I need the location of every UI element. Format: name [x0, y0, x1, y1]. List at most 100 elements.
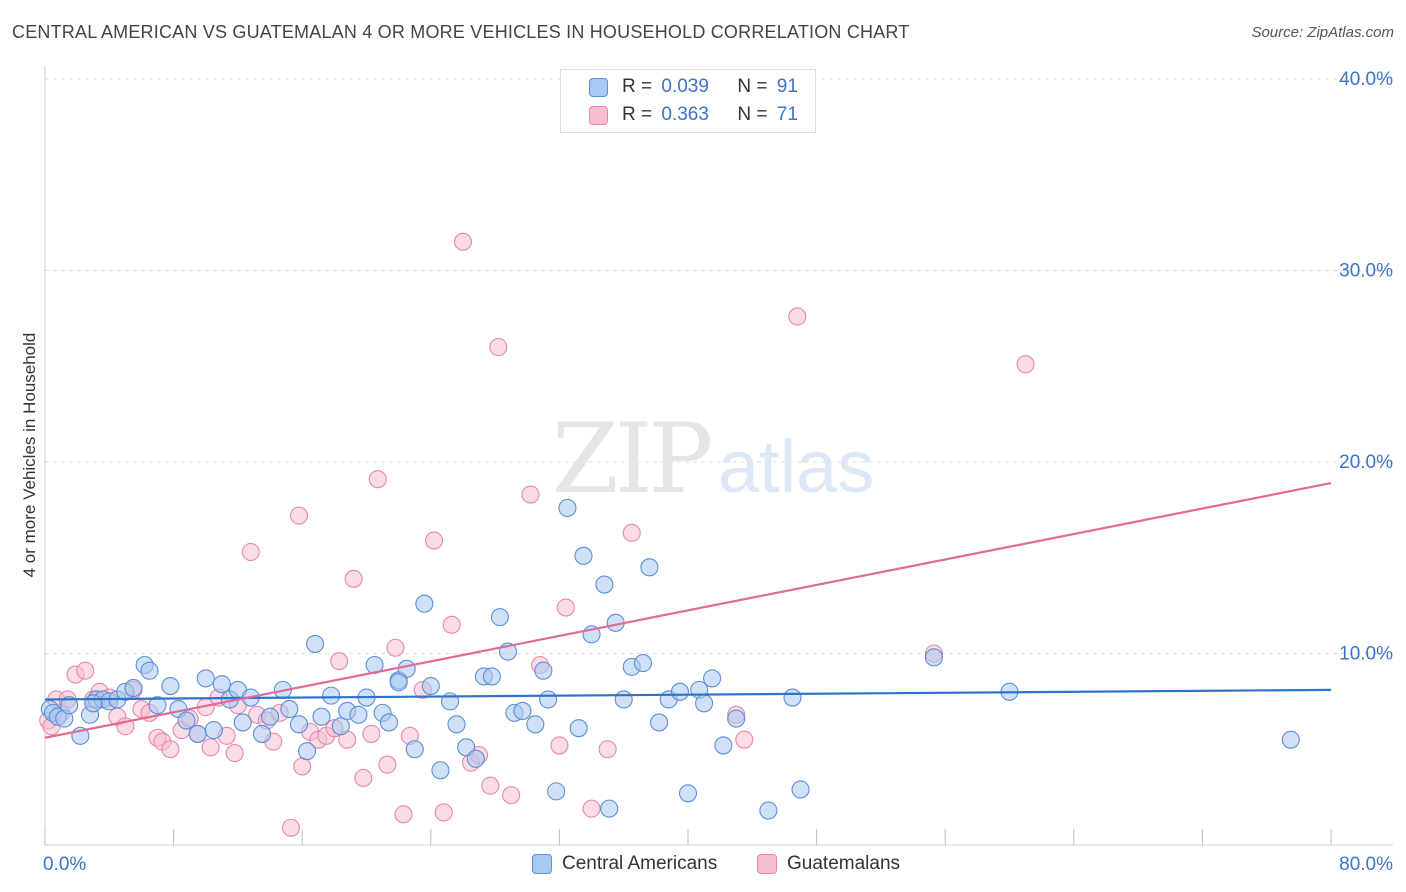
central-americans-point [569, 719, 588, 738]
guatemalans-point [201, 738, 220, 757]
trend-lines [44, 481, 1332, 739]
guatemalans-point [434, 803, 453, 822]
y-tick-label: 40.0% [1339, 69, 1393, 90]
tick-labels: 10.0% 20.0% 30.0% 40.0% 0.0% 80.0% [43, 69, 1393, 875]
bottom-legend-label: Central Americans [562, 853, 718, 874]
central-americans-point [513, 701, 532, 721]
central-americans-point [124, 678, 143, 698]
guatemalans-point [354, 768, 373, 788]
legend-n-label: N = [737, 104, 768, 125]
central-americans-point [415, 594, 434, 613]
central-americans-point [252, 724, 272, 743]
central-americans-point [204, 721, 223, 740]
central-americans-point [703, 669, 722, 688]
central-americans-point [539, 690, 558, 709]
grid-lines [45, 78, 1393, 654]
central-americans-point [177, 711, 196, 730]
central-americans-point [759, 801, 778, 820]
guatemalans-point [293, 757, 312, 776]
central-americans-point [595, 575, 614, 594]
guatemalans-point [788, 307, 807, 326]
central-americans-point [60, 696, 79, 715]
central-americans-point [695, 694, 714, 713]
guatemalans-point [378, 755, 397, 774]
central-americans-point [640, 558, 659, 577]
central-americans-point [379, 713, 399, 732]
guatemalans-point [521, 485, 540, 504]
watermark-zip: ZIP [552, 403, 711, 515]
central-americans-point [466, 749, 485, 768]
guatemalans-point [489, 338, 508, 357]
guatemalans-point [368, 470, 387, 489]
legend-n-label: N = [737, 76, 768, 97]
central-americans-point [727, 709, 746, 728]
y-tick-label: 20.0% [1339, 452, 1393, 473]
guatemalans-point [161, 740, 180, 759]
central-americans-point [558, 498, 577, 518]
guatemalans-point [442, 615, 461, 634]
watermark: ZIP atlas [552, 403, 874, 515]
guatemalans-point [735, 730, 754, 749]
legend-r-label: R = [622, 104, 653, 125]
central-americans-point [421, 677, 440, 696]
central-americans-point [297, 742, 317, 761]
central-americans-point [431, 761, 450, 780]
chart-title: CENTRAL AMERICAN VS GUATEMALAN 4 OR MORE… [12, 22, 910, 42]
guatemalans-point [289, 506, 309, 525]
central-americans-point [331, 717, 350, 736]
legend-n-value: 91 [776, 76, 798, 97]
guatemalans-point [241, 542, 260, 562]
central-americans-point [289, 715, 309, 734]
central-americans-point [783, 688, 802, 707]
legend-r-value: 0.363 [661, 104, 709, 125]
legend-swatch-blue [589, 77, 608, 97]
guatemalans-point [344, 569, 363, 588]
guatemalans-point [622, 523, 641, 542]
central-americans-point [482, 667, 501, 686]
source-label: Source: ZipAtlas.com [1251, 24, 1394, 41]
central-americans-point [260, 707, 280, 726]
central-americans-point [614, 690, 633, 709]
central-americans-point [574, 546, 593, 565]
central-americans-point [349, 705, 368, 724]
guatemalans-point [225, 744, 244, 763]
y-tick-label: 30.0% [1339, 261, 1393, 282]
central-americans-point [1281, 730, 1300, 749]
central-americans-point [140, 661, 159, 680]
central-americans-point [678, 784, 698, 803]
bottom-legend-label: Guatemalans [787, 853, 901, 874]
central-americans-point [161, 677, 180, 696]
legend: R = 0.039 N = 91 R = 0.363 N = 71 [560, 69, 816, 133]
central-americans-point [526, 715, 545, 734]
guatemalans-point [330, 652, 349, 671]
central-americans-point [148, 696, 167, 715]
guatemalans-point [394, 805, 413, 824]
central-americans-point [233, 713, 252, 732]
central-americans-point [633, 654, 653, 673]
central-americans-trend-line [44, 688, 1332, 701]
legend-n-value: 71 [776, 104, 798, 125]
guatemalans-point [386, 638, 405, 657]
legend-row-guatemalans: R = 0.363 N = 71 [589, 103, 798, 127]
central-americans-point [196, 669, 215, 688]
bottom-legend-central-americans: Central Americans [532, 851, 717, 877]
central-americans-point [547, 782, 566, 801]
guatemalans-point [556, 598, 575, 617]
legend-swatch-pink [589, 105, 608, 125]
central-americans-point [670, 682, 690, 701]
central-americans-point [650, 713, 669, 732]
guatemalans-point [1016, 355, 1035, 374]
guatemalans-points [39, 232, 1035, 837]
guatemalans-point [550, 736, 569, 755]
guatemalans-point [362, 724, 381, 743]
y-tick-label: 10.0% [1339, 644, 1393, 665]
central-americans-point [490, 608, 509, 627]
bottom-legend-guatemalans: Guatemalans [757, 851, 900, 877]
central-americans-point [447, 715, 466, 734]
guatemalans-point [76, 661, 95, 680]
guatemalans-point [481, 776, 500, 795]
guatemalans-point [582, 799, 601, 818]
central-americans-point [322, 686, 341, 705]
guatemalans-trend-line [44, 481, 1332, 739]
